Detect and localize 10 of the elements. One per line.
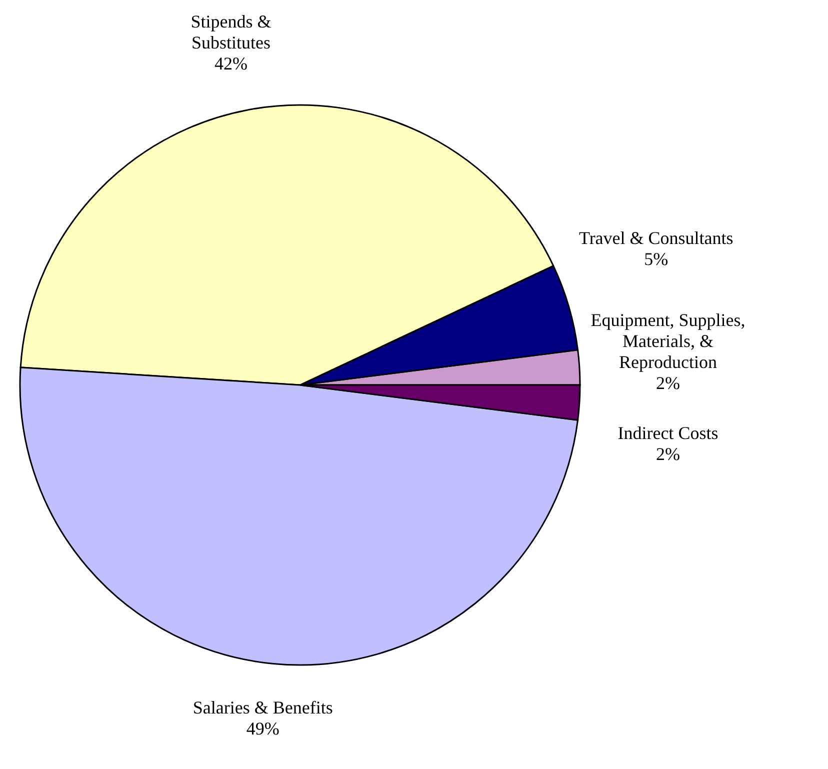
slice-label: Equipment, Supplies, Materials, & Reproduction xyxy=(590,310,746,372)
slice-label: Stipends & Substitutes xyxy=(190,12,272,53)
data-label: 5% xyxy=(644,249,668,270)
data-label: 42% xyxy=(214,54,248,74)
data-label: 2% xyxy=(656,444,680,464)
slice-label: Salaries & Benefits xyxy=(192,698,333,718)
data-label: 49% xyxy=(246,718,280,739)
slice-label: Indirect Costs xyxy=(618,423,718,444)
slice-label: Travel & Consultants xyxy=(578,228,734,248)
data-label: 2% xyxy=(656,373,680,394)
